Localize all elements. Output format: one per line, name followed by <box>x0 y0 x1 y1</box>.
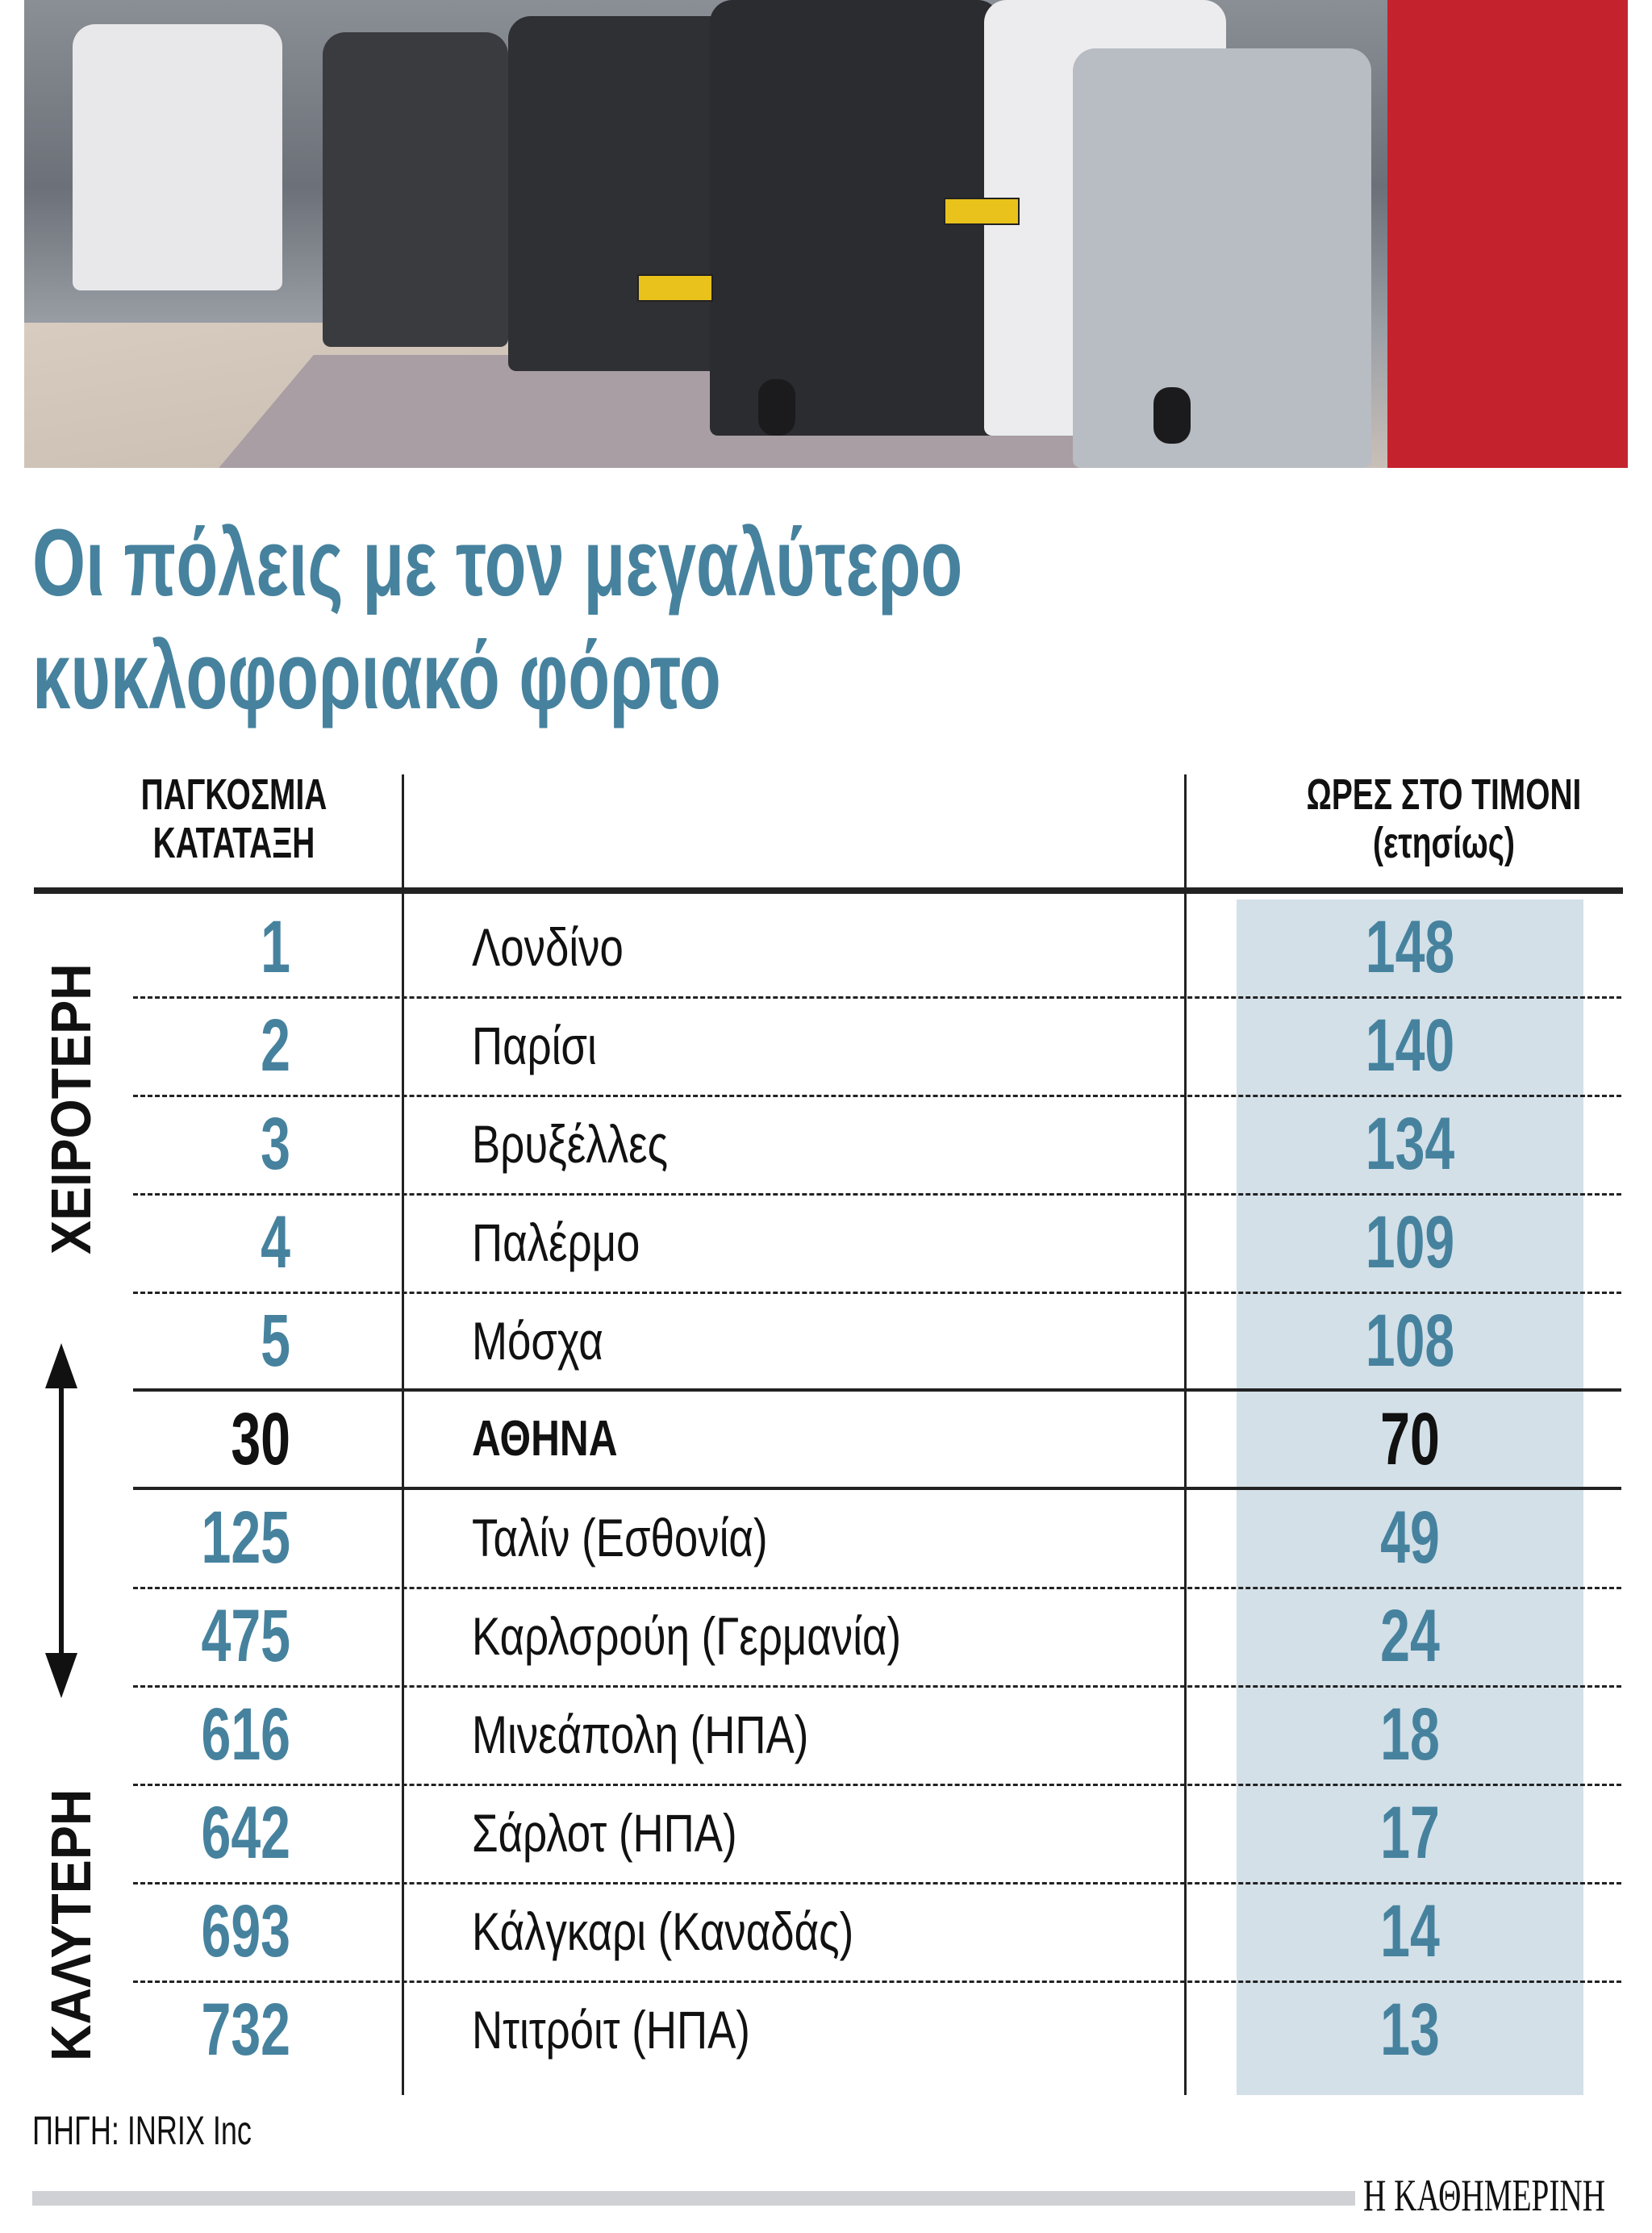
row-divider <box>133 996 1621 999</box>
rank-cell: 4 <box>261 1201 290 1283</box>
title-line-2: κυκλοφοριακό φόρτο <box>32 623 721 729</box>
bus-red <box>1387 0 1628 468</box>
van-white <box>73 24 282 290</box>
hours-cell: 148 <box>1365 906 1455 988</box>
column-divider-right <box>1184 774 1187 2095</box>
table-row: 5 Μόσχα 108 <box>0 1292 1652 1390</box>
athens-rule-top <box>133 1388 1621 1392</box>
rank-cell: 693 <box>201 1890 290 1972</box>
city-cell: Λονδίνο <box>472 917 624 977</box>
row-divider <box>133 1095 1621 1097</box>
row-divider <box>133 1980 1621 1983</box>
city-cell: Μόσχα <box>472 1311 603 1371</box>
city-cell: Κάλγκαρι (Καναδάς) <box>472 1901 854 1961</box>
rank-cell: 732 <box>201 1989 290 2071</box>
table-row: 642 Σάρλοτ (ΗΠΑ) 17 <box>0 1784 1652 1882</box>
source-note: ΠΗΓΗ: INRIX Inc <box>32 2108 252 2153</box>
plate <box>944 198 1020 225</box>
city-cell: ΑΘΗΝΑ <box>472 1411 618 1467</box>
header-rank-line2: ΚΑΤΑΤΑΞΗ <box>152 819 315 867</box>
table-row: 3 Βρυξέλλες 134 <box>0 1095 1652 1193</box>
table-row: 693 Κάλγκαρι (Καναδάς) 14 <box>0 1882 1652 1980</box>
header-rank: ΠΑΓΚΟΣΜΙΑ ΚΑΤΑΤΑΞΗ <box>118 770 350 867</box>
table-row: 125 Ταλίν (Εσθονία) 49 <box>0 1488 1652 1587</box>
car-silver <box>1073 48 1371 468</box>
title-line-1: Οι πόλεις με τον μεγαλύτερο <box>32 510 963 616</box>
rank-cell: 30 <box>231 1398 290 1480</box>
wheel <box>1153 387 1191 444</box>
hours-cell: 70 <box>1380 1398 1440 1480</box>
publisher-logo: Η ΚΑΘΗΜΕΡΙΝΗ <box>1363 2171 1606 2221</box>
header-rank-line1: ΠΑΓΚΟΣΜΙΑ <box>140 770 327 819</box>
row-divider <box>133 1784 1621 1786</box>
city-cell: Μινεάπολη (ΗΠΑ) <box>472 1705 809 1764</box>
plate <box>637 274 713 302</box>
rank-cell: 616 <box>201 1693 290 1776</box>
rank-cell: 5 <box>261 1300 290 1382</box>
hours-cell: 140 <box>1365 1004 1455 1087</box>
city-cell: Σάρλοτ (ΗΠΑ) <box>472 1803 737 1863</box>
table-row: 616 Μινεάπολη (ΗΠΑ) 18 <box>0 1685 1652 1784</box>
row-divider <box>133 1882 1621 1884</box>
hours-cell: 18 <box>1380 1693 1440 1776</box>
header-rule <box>34 887 1623 894</box>
row-divider <box>133 1292 1621 1294</box>
rank-cell: 475 <box>201 1595 290 1677</box>
rank-cell: 1 <box>261 906 290 988</box>
rank-cell: 2 <box>261 1004 290 1087</box>
table-row: 4 Παλέρμο 109 <box>0 1193 1652 1292</box>
rank-cell: 642 <box>201 1792 290 1874</box>
taxi-black <box>323 32 508 347</box>
hours-cell: 108 <box>1365 1300 1455 1382</box>
hours-cell: 109 <box>1365 1201 1455 1283</box>
hours-cell: 14 <box>1380 1890 1440 1972</box>
city-cell: Καρλσρούη (Γερμανία) <box>472 1606 902 1666</box>
city-cell: Βρυξέλλες <box>472 1114 669 1174</box>
row-divider <box>133 1193 1621 1196</box>
table-row: 2 Παρίσι 140 <box>0 996 1652 1095</box>
hours-cell: 24 <box>1380 1595 1440 1677</box>
chart-title: Οι πόλεις με τον μεγαλύτερο κυκλοφοριακό… <box>32 507 1136 733</box>
table-row: 1 Λονδίνο 148 <box>0 898 1652 996</box>
header-hours-line2: (ετησίως) <box>1373 819 1515 867</box>
wheel <box>758 379 795 436</box>
city-cell: Παλέρμο <box>472 1212 640 1272</box>
hours-cell: 17 <box>1380 1792 1440 1874</box>
athens-rule-bottom <box>133 1487 1621 1490</box>
header-hours: ΩΡΕΣ ΣΤΟ ΤΙΜΟΝΙ (ετησίως) <box>1241 770 1647 867</box>
hours-column-band <box>1237 899 1583 2095</box>
footer-bar <box>32 2191 1355 2206</box>
rank-cell: 3 <box>261 1103 290 1185</box>
row-divider <box>133 1685 1621 1688</box>
header-hours-line1: ΩΡΕΣ ΣΤΟ ΤΙΜΟΝΙ <box>1306 770 1582 819</box>
table-row: 732 Ντιτρόιτ (ΗΠΑ) 13 <box>0 1980 1652 2079</box>
rank-cell: 125 <box>201 1496 290 1579</box>
hours-cell: 13 <box>1380 1989 1440 2071</box>
hours-cell: 49 <box>1380 1496 1440 1579</box>
traffic-photo <box>24 0 1628 468</box>
hours-cell: 134 <box>1365 1103 1455 1185</box>
city-cell: Ταλίν (Εσθονία) <box>472 1508 768 1567</box>
row-divider <box>133 1587 1621 1589</box>
column-divider-left <box>402 774 404 2095</box>
city-cell: Ντιτρόιτ (ΗΠΑ) <box>472 2000 750 2060</box>
table-row-highlight-athens: 30 ΑΘΗΝΑ 70 <box>0 1390 1652 1488</box>
city-cell: Παρίσι <box>472 1016 597 1075</box>
table-row: 475 Καρλσρούη (Γερμανία) 24 <box>0 1587 1652 1685</box>
